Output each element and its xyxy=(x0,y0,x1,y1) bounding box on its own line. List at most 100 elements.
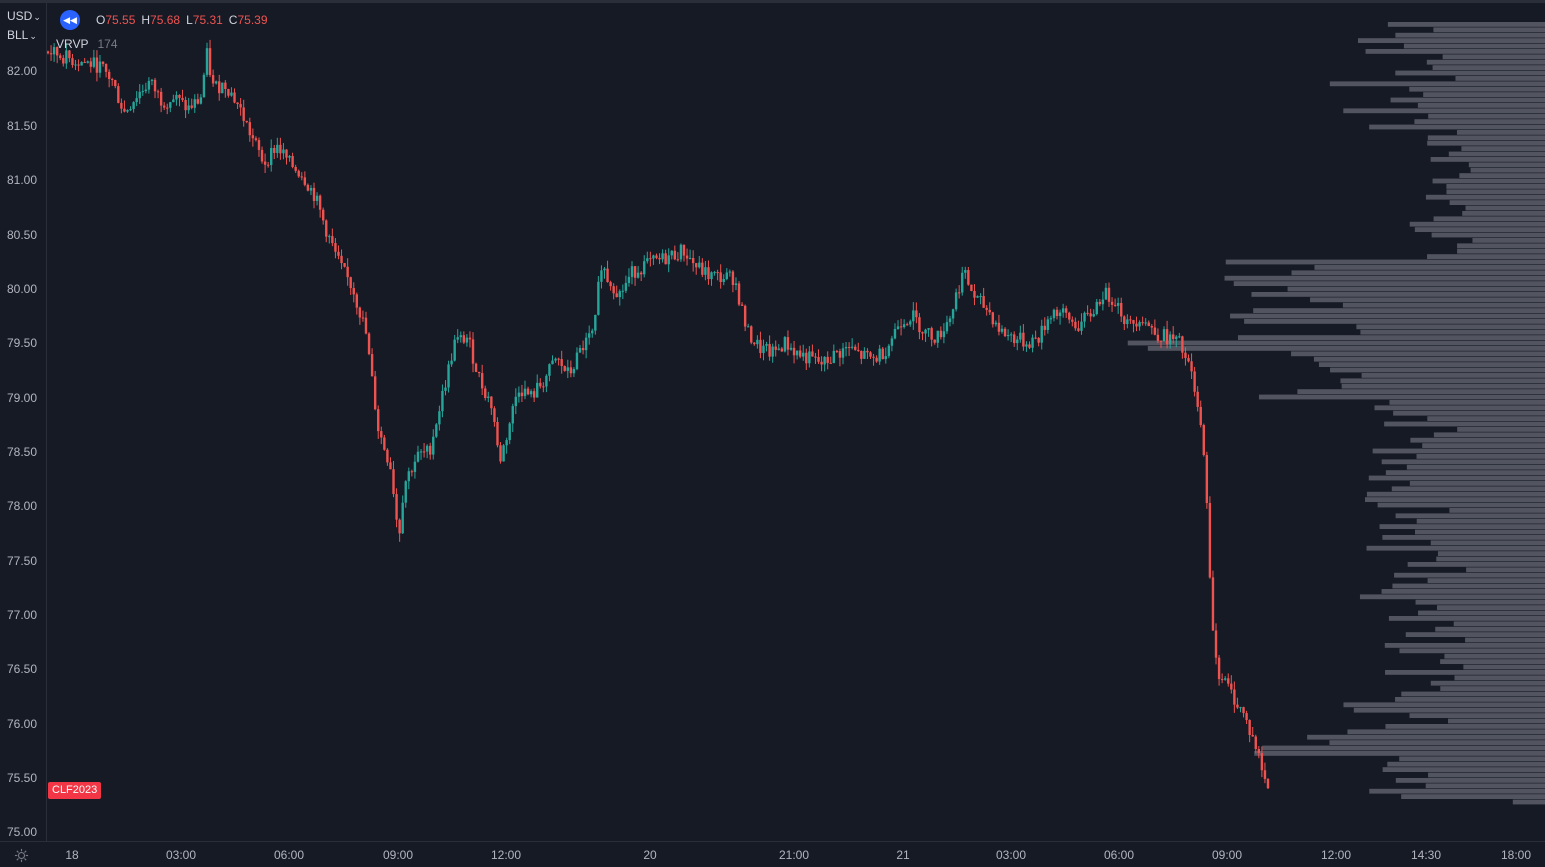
candle-body xyxy=(474,363,478,372)
candle-body xyxy=(636,272,640,278)
candle-body xyxy=(970,284,973,291)
candle-body xyxy=(398,519,401,534)
candle-body xyxy=(1083,312,1086,322)
candle-body xyxy=(309,187,313,191)
profile-bar xyxy=(1391,486,1545,492)
profile-bar xyxy=(1410,437,1545,443)
candle-body xyxy=(432,436,435,455)
candle-body xyxy=(878,348,881,362)
candle-body xyxy=(71,58,74,66)
profile-bar xyxy=(1430,157,1545,162)
candle-body xyxy=(1064,308,1068,313)
candle-body xyxy=(373,376,377,410)
candle-body xyxy=(771,346,774,357)
candle-body xyxy=(942,331,946,338)
candle-body xyxy=(844,346,848,349)
candle-body xyxy=(199,97,203,104)
ohlc-legend: ◀◀ O 75.55 H 75.68 L 75.31 C 75.39 xyxy=(60,9,274,31)
candle-body xyxy=(1019,332,1022,340)
candle-body xyxy=(991,312,995,325)
candle-body xyxy=(126,110,129,112)
candle-body xyxy=(263,161,267,165)
profile-bar xyxy=(1433,432,1545,438)
candle-body xyxy=(101,61,105,64)
candle-body xyxy=(789,347,793,350)
profile-bar xyxy=(1237,335,1545,340)
candle-body xyxy=(670,250,673,256)
profile-bar xyxy=(1395,513,1545,519)
candle-body xyxy=(487,396,490,398)
candle-body xyxy=(1141,322,1144,324)
profile-bar xyxy=(1381,459,1545,465)
profile-bar xyxy=(1253,308,1545,313)
profile-bar xyxy=(1395,32,1545,38)
candle-body xyxy=(242,107,245,121)
candle-body xyxy=(667,255,670,265)
candle-body xyxy=(162,105,166,108)
candle-body xyxy=(551,360,554,365)
indicator-legend[interactable]: VRVP 174 xyxy=(56,37,118,51)
candle-body xyxy=(523,388,527,397)
candle-body xyxy=(918,317,921,333)
candle-body xyxy=(245,120,248,123)
candle-body xyxy=(392,469,395,495)
candle-body xyxy=(777,348,780,350)
currency-selector[interactable]: USD⌄ xyxy=(7,9,41,23)
profile-bar xyxy=(1356,324,1545,330)
candle-body xyxy=(187,105,190,111)
price-scale[interactable] xyxy=(0,3,47,841)
candle-body xyxy=(1233,689,1236,705)
y-tick: 80.00 xyxy=(7,282,38,296)
candle-body xyxy=(502,445,505,462)
candle-body xyxy=(1046,319,1050,330)
rewind-icon[interactable]: ◀◀ xyxy=(60,10,80,30)
candle-body xyxy=(380,431,383,438)
candle-body xyxy=(933,339,936,343)
candle-body xyxy=(954,292,958,310)
candle-body xyxy=(1190,361,1193,372)
candle-body xyxy=(860,350,863,359)
candle-body xyxy=(315,195,319,201)
candle-body xyxy=(1263,770,1267,779)
profile-bar xyxy=(1233,281,1545,286)
candle-body xyxy=(1080,321,1083,331)
gear-icon[interactable] xyxy=(14,848,29,863)
unit-selector[interactable]: BLL⌄ xyxy=(7,28,37,42)
candle-body xyxy=(652,255,655,259)
profile-bar xyxy=(1448,718,1545,724)
profile-bar xyxy=(1382,535,1545,540)
profile-bar xyxy=(1425,194,1545,200)
candle-body xyxy=(1074,321,1077,329)
candle-body xyxy=(117,86,120,103)
profile-bar xyxy=(1437,551,1545,556)
profile-bar xyxy=(1365,497,1545,502)
candle-body xyxy=(166,107,169,109)
candle-body xyxy=(909,321,912,325)
candle-body xyxy=(695,263,698,268)
candle-body xyxy=(55,47,59,56)
candle-body xyxy=(643,261,646,275)
candle-body xyxy=(994,322,998,325)
candle-body xyxy=(646,258,649,262)
candle-body xyxy=(921,332,924,334)
x-tick: 20 xyxy=(643,848,657,862)
candle-body xyxy=(633,266,637,278)
candle-body xyxy=(655,255,658,258)
candle-body xyxy=(817,357,820,362)
candle-body xyxy=(716,272,719,274)
profile-bar xyxy=(1465,637,1545,643)
candle-body xyxy=(798,350,802,357)
candle-body xyxy=(1196,391,1199,407)
candle-body xyxy=(49,53,53,55)
candle-body xyxy=(1193,371,1196,392)
profile-bar xyxy=(1454,675,1545,681)
time-scale[interactable] xyxy=(0,841,1545,867)
profile-bar xyxy=(1343,108,1545,114)
candle-body xyxy=(318,195,322,210)
candle-body xyxy=(1123,316,1126,325)
candle-body xyxy=(1217,657,1221,680)
candle-body xyxy=(169,102,172,108)
candle-body xyxy=(1257,749,1261,754)
candle-body xyxy=(1168,334,1172,345)
